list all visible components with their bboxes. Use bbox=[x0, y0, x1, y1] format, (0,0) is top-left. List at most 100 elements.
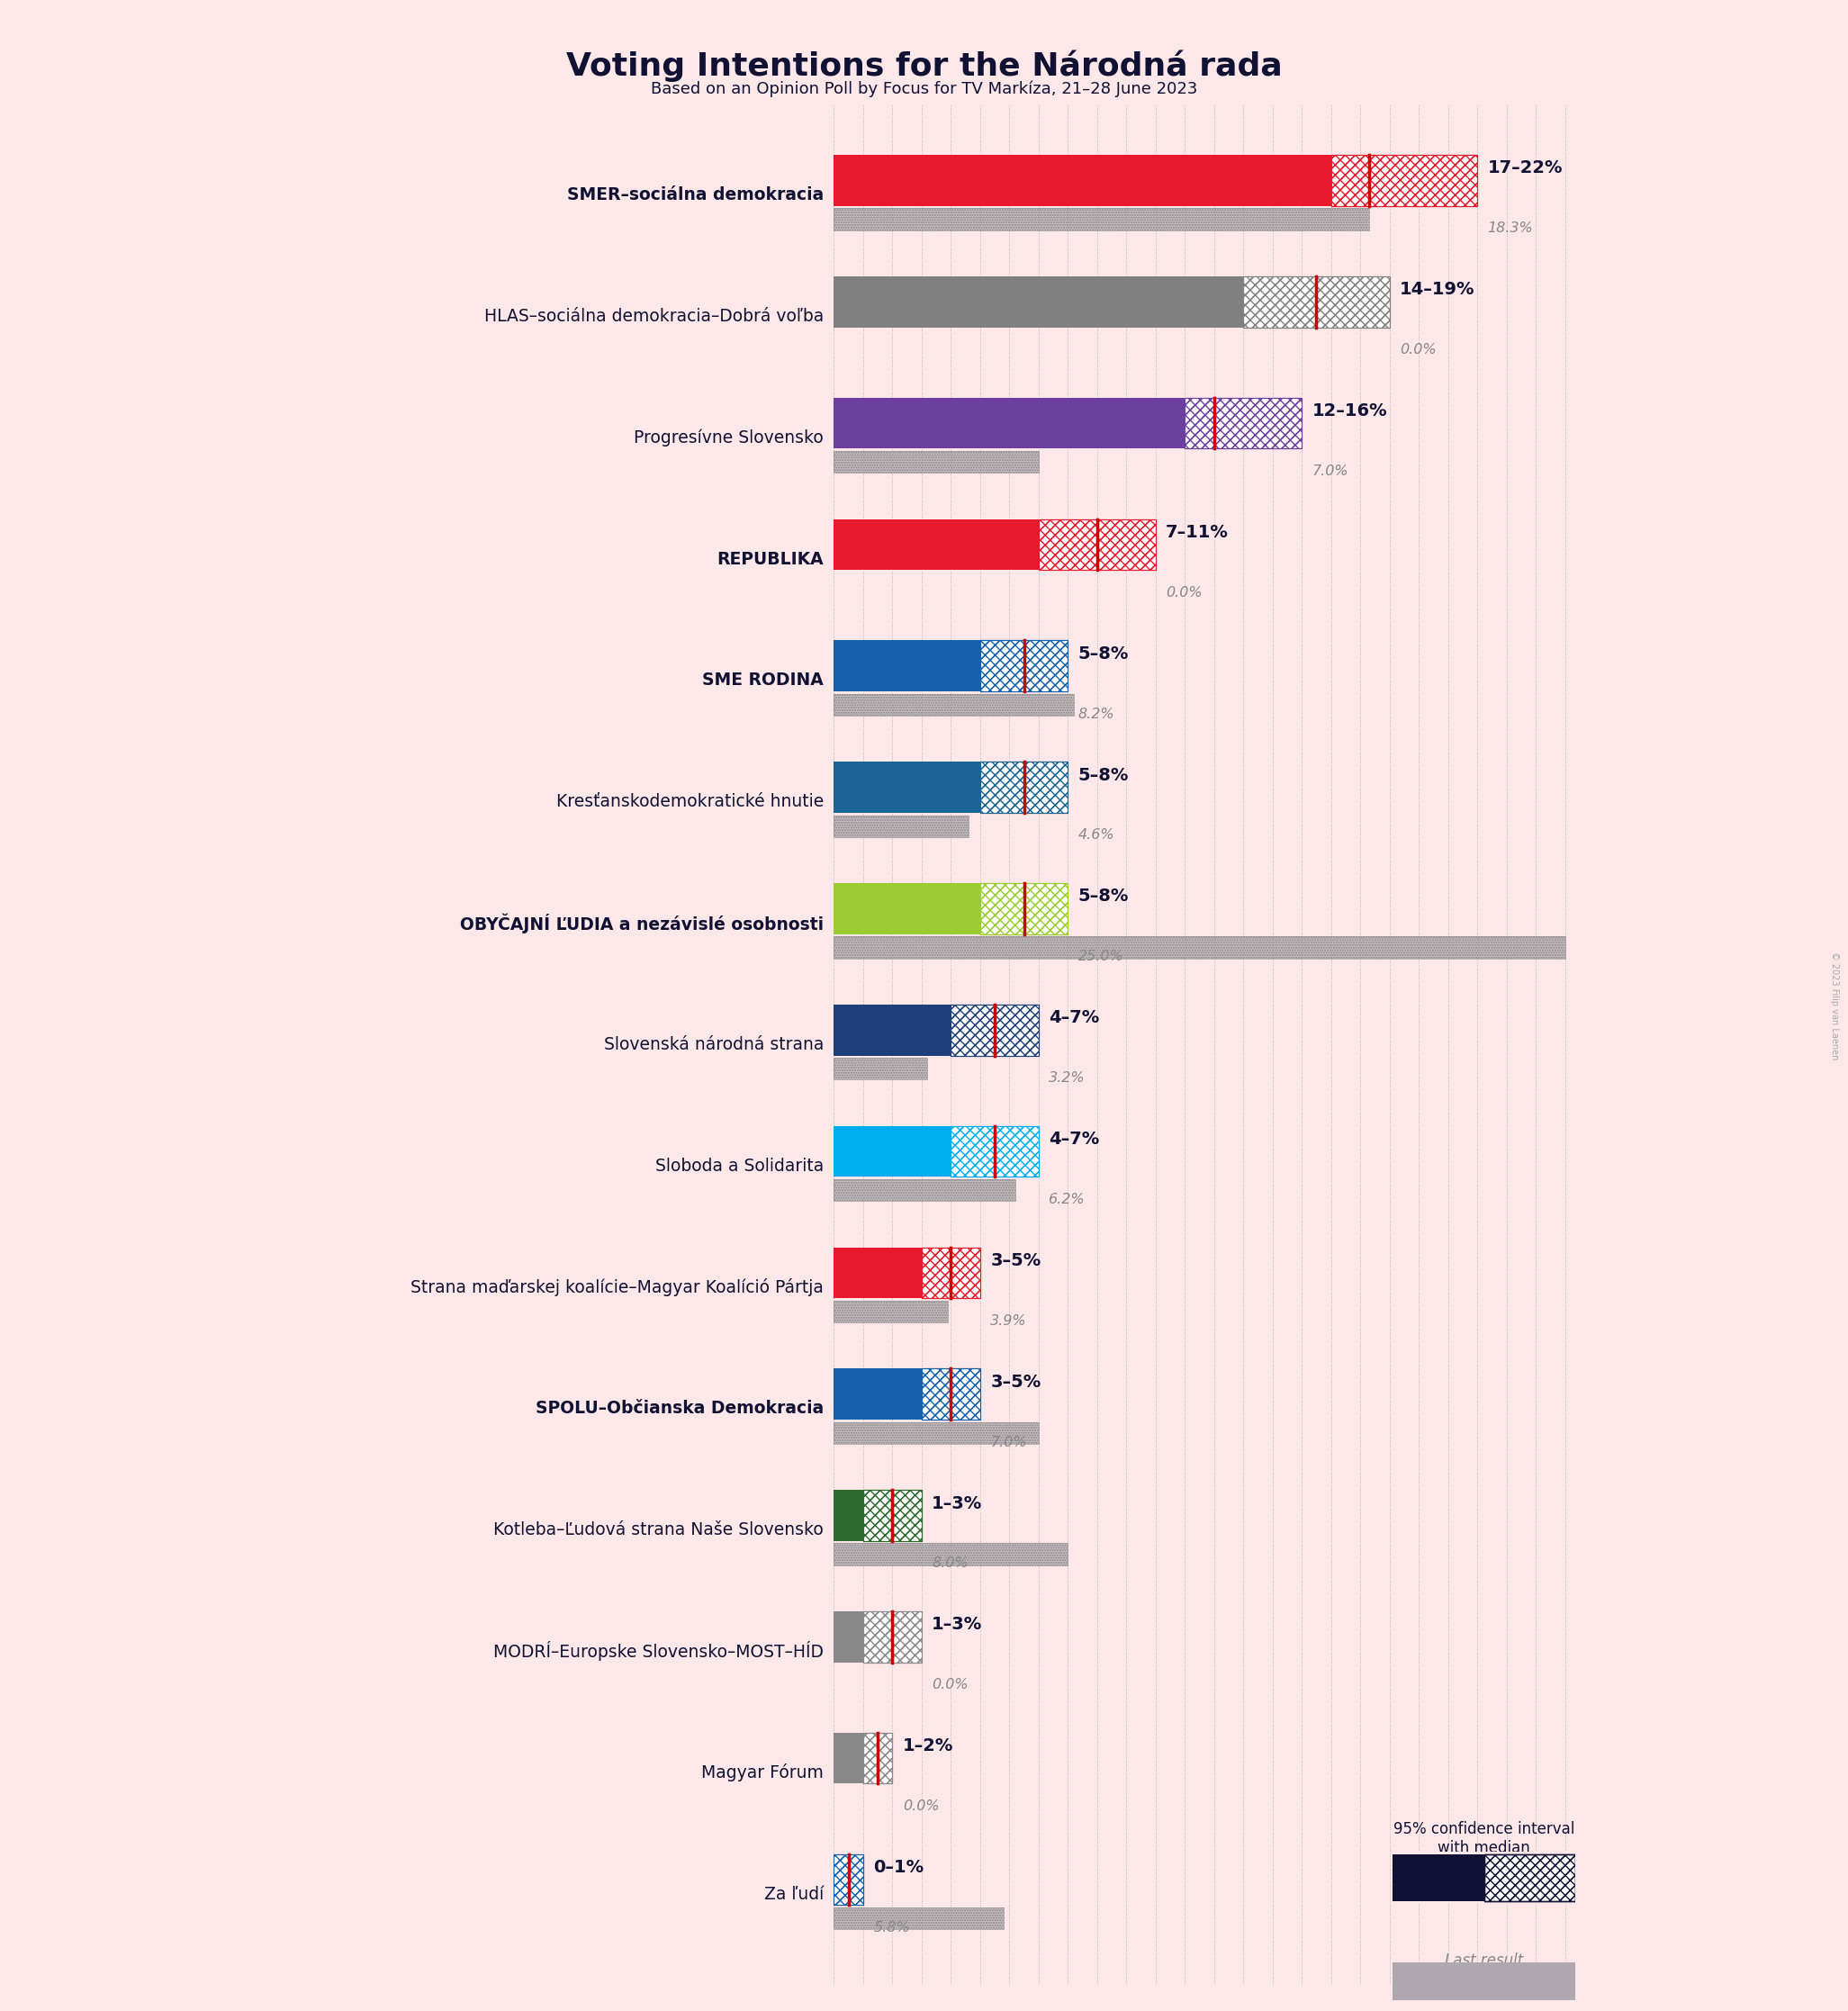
Text: 25.0%: 25.0% bbox=[1077, 949, 1124, 963]
Text: MODRÍ–Europske Slovensko–MOST–HÍD: MODRÍ–Europske Slovensko–MOST–HÍD bbox=[493, 1641, 824, 1661]
Text: SMER–sociálna demokracia: SMER–sociálna demokracia bbox=[567, 187, 824, 203]
Text: 8.0%: 8.0% bbox=[931, 1557, 968, 1571]
Text: 0.0%: 0.0% bbox=[902, 1800, 939, 1814]
Text: 1–2%: 1–2% bbox=[902, 1738, 954, 1754]
Text: Magyar Fórum: Magyar Fórum bbox=[702, 1764, 824, 1782]
Bar bbox=[979, 883, 1068, 935]
Bar bbox=[833, 398, 1185, 448]
Bar bbox=[833, 1908, 1003, 1929]
Bar bbox=[863, 1611, 922, 1663]
Text: SME RODINA: SME RODINA bbox=[702, 672, 824, 690]
Bar bbox=[833, 1178, 1015, 1201]
Bar bbox=[833, 1733, 863, 1784]
Bar bbox=[833, 1301, 948, 1323]
Bar bbox=[952, 1006, 1039, 1056]
Bar bbox=[1185, 398, 1301, 448]
Text: 7.0%: 7.0% bbox=[991, 1436, 1027, 1448]
Bar bbox=[833, 694, 1074, 716]
Text: 0–1%: 0–1% bbox=[874, 1858, 924, 1876]
Bar bbox=[863, 1611, 922, 1663]
Text: 7.0%: 7.0% bbox=[1312, 465, 1349, 479]
Bar bbox=[863, 1733, 893, 1784]
Bar bbox=[833, 1058, 928, 1080]
Text: 17–22%: 17–22% bbox=[1488, 159, 1563, 177]
Bar bbox=[1039, 519, 1155, 569]
Bar bbox=[979, 639, 1068, 692]
Text: 1–3%: 1–3% bbox=[931, 1617, 983, 1633]
Bar bbox=[833, 1611, 863, 1663]
Bar bbox=[833, 450, 1039, 473]
Text: 6.2%: 6.2% bbox=[1050, 1193, 1085, 1207]
Bar bbox=[833, 1301, 948, 1323]
Text: OBYČAJNÍ ĽUDIA a nezávislé osobnosti: OBYČAJNÍ ĽUDIA a nezávislé osobnosti bbox=[460, 913, 824, 933]
Bar bbox=[1331, 155, 1477, 205]
Text: Strana maďarskej koalície–Magyar Koalíció Pártja: Strana maďarskej koalície–Magyar Koalíci… bbox=[410, 1279, 824, 1297]
Bar bbox=[833, 1178, 1015, 1201]
Bar bbox=[833, 209, 1369, 229]
Bar bbox=[863, 1733, 893, 1784]
Bar bbox=[1185, 398, 1301, 448]
Bar bbox=[833, 1247, 922, 1299]
Bar bbox=[922, 1369, 979, 1420]
Bar bbox=[863, 1490, 922, 1540]
Text: Slovenská národná strana: Slovenská národná strana bbox=[604, 1036, 824, 1054]
Text: 8.2%: 8.2% bbox=[1077, 708, 1114, 720]
Text: 7–11%: 7–11% bbox=[1166, 523, 1229, 541]
Text: 3.9%: 3.9% bbox=[991, 1313, 1027, 1327]
Text: HLAS–sociálna demokracia–Dobrá voľba: HLAS–sociálna demokracia–Dobrá voľba bbox=[484, 308, 824, 326]
Text: 4–7%: 4–7% bbox=[1050, 1130, 1100, 1148]
Bar bbox=[833, 883, 979, 935]
Bar bbox=[833, 937, 1565, 959]
Bar bbox=[952, 1126, 1039, 1176]
Text: 12–16%: 12–16% bbox=[1312, 402, 1388, 420]
Bar bbox=[833, 1854, 863, 1904]
Bar bbox=[833, 1422, 1039, 1444]
Text: 3–5%: 3–5% bbox=[991, 1253, 1040, 1269]
Text: Last result: Last result bbox=[1445, 1953, 1523, 1969]
Bar bbox=[952, 1126, 1039, 1176]
Bar bbox=[863, 1490, 922, 1540]
Bar bbox=[833, 1369, 922, 1420]
Bar bbox=[979, 762, 1068, 812]
Bar bbox=[833, 1006, 952, 1056]
Bar bbox=[1244, 276, 1390, 328]
Bar bbox=[833, 1126, 952, 1176]
Bar bbox=[952, 1126, 1039, 1176]
Bar bbox=[833, 1854, 863, 1904]
Text: 14–19%: 14–19% bbox=[1399, 282, 1475, 298]
Bar bbox=[833, 1908, 1003, 1929]
Text: 5–8%: 5–8% bbox=[1077, 646, 1129, 662]
Bar bbox=[1185, 398, 1301, 448]
Text: Progresívne Slovensko: Progresívne Slovensko bbox=[634, 428, 824, 446]
Bar bbox=[863, 1490, 922, 1540]
Bar bbox=[979, 639, 1068, 692]
Bar bbox=[1331, 155, 1477, 205]
Bar bbox=[833, 155, 1331, 205]
Bar bbox=[979, 883, 1068, 935]
Bar bbox=[833, 1490, 863, 1540]
Text: REPUBLIKA: REPUBLIKA bbox=[717, 551, 824, 567]
Bar bbox=[1039, 519, 1155, 569]
Bar bbox=[952, 1006, 1039, 1056]
Text: 18.3%: 18.3% bbox=[1488, 221, 1534, 235]
Bar bbox=[833, 1854, 863, 1904]
Bar bbox=[833, 209, 1369, 229]
Text: 0.0%: 0.0% bbox=[931, 1677, 968, 1691]
Bar bbox=[833, 450, 1039, 473]
Bar bbox=[979, 639, 1068, 692]
Bar bbox=[833, 276, 1244, 328]
Text: Voting Intentions for the Národná rada: Voting Intentions for the Národná rada bbox=[565, 50, 1283, 82]
Bar bbox=[833, 519, 1039, 569]
Text: Based on an Opinion Poll by Focus for TV Markíza, 21–28 June 2023: Based on an Opinion Poll by Focus for TV… bbox=[650, 80, 1198, 97]
Text: 95% confidence interval
with median: 95% confidence interval with median bbox=[1393, 1820, 1574, 1856]
Bar bbox=[922, 1369, 979, 1420]
Text: 0.0%: 0.0% bbox=[1166, 585, 1203, 599]
Text: 3–5%: 3–5% bbox=[991, 1374, 1040, 1390]
Bar bbox=[833, 1542, 1068, 1565]
Bar bbox=[952, 1006, 1039, 1056]
Bar bbox=[833, 1422, 1039, 1444]
Bar bbox=[922, 1247, 979, 1299]
Text: Za ľudí: Za ľudí bbox=[763, 1886, 824, 1902]
Text: Sloboda a Solidarita: Sloboda a Solidarita bbox=[656, 1158, 824, 1174]
Text: Kresťanskodemokratické hnutie: Kresťanskodemokratické hnutie bbox=[556, 792, 824, 810]
